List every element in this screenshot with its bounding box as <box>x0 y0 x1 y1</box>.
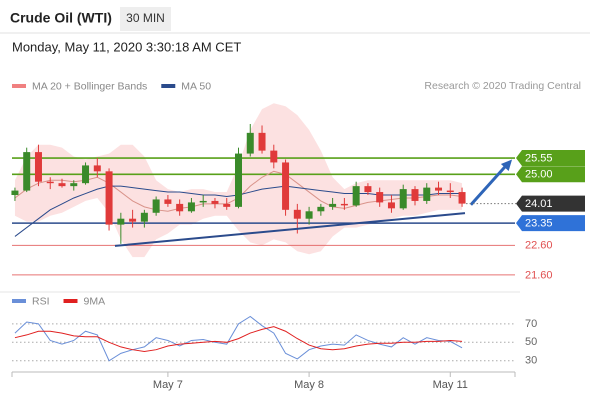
candle-body <box>58 183 66 187</box>
candle-body <box>458 192 466 204</box>
candle-body <box>93 165 101 172</box>
legend-label: RSI <box>32 295 50 307</box>
x-tick-label: May 7 <box>153 379 183 391</box>
candle-body <box>11 190 19 196</box>
candle-body <box>352 186 360 206</box>
indicator-line <box>14 315 463 362</box>
candle-body <box>211 200 219 204</box>
candle-body <box>317 206 325 212</box>
timestamp: Monday, May 11, 2020 3:30:18 AM CET <box>12 39 241 54</box>
x-tick-label: May 11 <box>433 379 468 391</box>
candle-body <box>176 203 184 212</box>
candle-body <box>293 209 301 219</box>
candle-body <box>140 212 148 222</box>
timeframe: 30 MIN <box>126 11 165 25</box>
y-tick-label: 30 <box>525 355 537 367</box>
level-label: 25.55 <box>525 152 553 164</box>
candle-body <box>117 218 125 225</box>
candle-body <box>199 200 207 203</box>
candle-body <box>411 189 419 201</box>
candle-body <box>305 211 313 219</box>
instrument-title: Crude Oil (WTI) <box>10 10 112 26</box>
candle-body <box>23 152 31 191</box>
candle-body <box>223 203 231 207</box>
candle-body <box>435 187 443 191</box>
candle-body <box>423 187 431 201</box>
candle-body <box>340 203 348 206</box>
candle-body <box>46 181 54 184</box>
trendline <box>114 212 466 247</box>
candle-body <box>387 202 395 209</box>
candle-body <box>234 153 242 207</box>
candle-body <box>164 199 172 204</box>
candle-body <box>152 199 160 213</box>
arrow-head <box>500 159 513 172</box>
legend-label: MA 20 + Bollinger Bands <box>32 80 147 92</box>
legend-label: MA 50 <box>181 80 211 92</box>
y-tick-label: 50 <box>525 336 537 348</box>
level-label: 22.60 <box>525 240 553 252</box>
indicator-line <box>14 326 463 353</box>
candle-body <box>34 152 42 182</box>
forecast-arrow <box>469 163 509 206</box>
candle-body <box>270 150 278 163</box>
candle-body <box>364 186 372 193</box>
candle-body <box>246 132 254 154</box>
candle-body <box>187 202 195 212</box>
level-label: 25.00 <box>525 169 553 181</box>
level-box <box>516 215 585 232</box>
candle-body <box>70 183 78 187</box>
level-label: 23.35 <box>525 218 553 230</box>
level-box <box>516 195 585 212</box>
y-tick-label: 70 <box>525 318 537 330</box>
candle-body <box>258 132 266 151</box>
candle-body <box>376 192 384 203</box>
x-tick-label: May 8 <box>294 379 324 391</box>
level-box <box>516 166 585 183</box>
candle-body <box>329 203 337 207</box>
legend-label: 9MA <box>84 295 106 307</box>
source: Research © 2020 Trading Central <box>424 80 581 92</box>
level-label: 24.01 <box>525 198 553 210</box>
candle-body <box>446 190 454 193</box>
candle-body <box>399 189 407 209</box>
candle-body <box>82 165 90 184</box>
candle-body <box>282 162 290 210</box>
level-label: 21.60 <box>525 269 553 281</box>
candle-body <box>105 171 113 225</box>
timeframe-box <box>120 7 171 31</box>
candle-body <box>129 218 137 222</box>
level-box <box>516 150 585 167</box>
